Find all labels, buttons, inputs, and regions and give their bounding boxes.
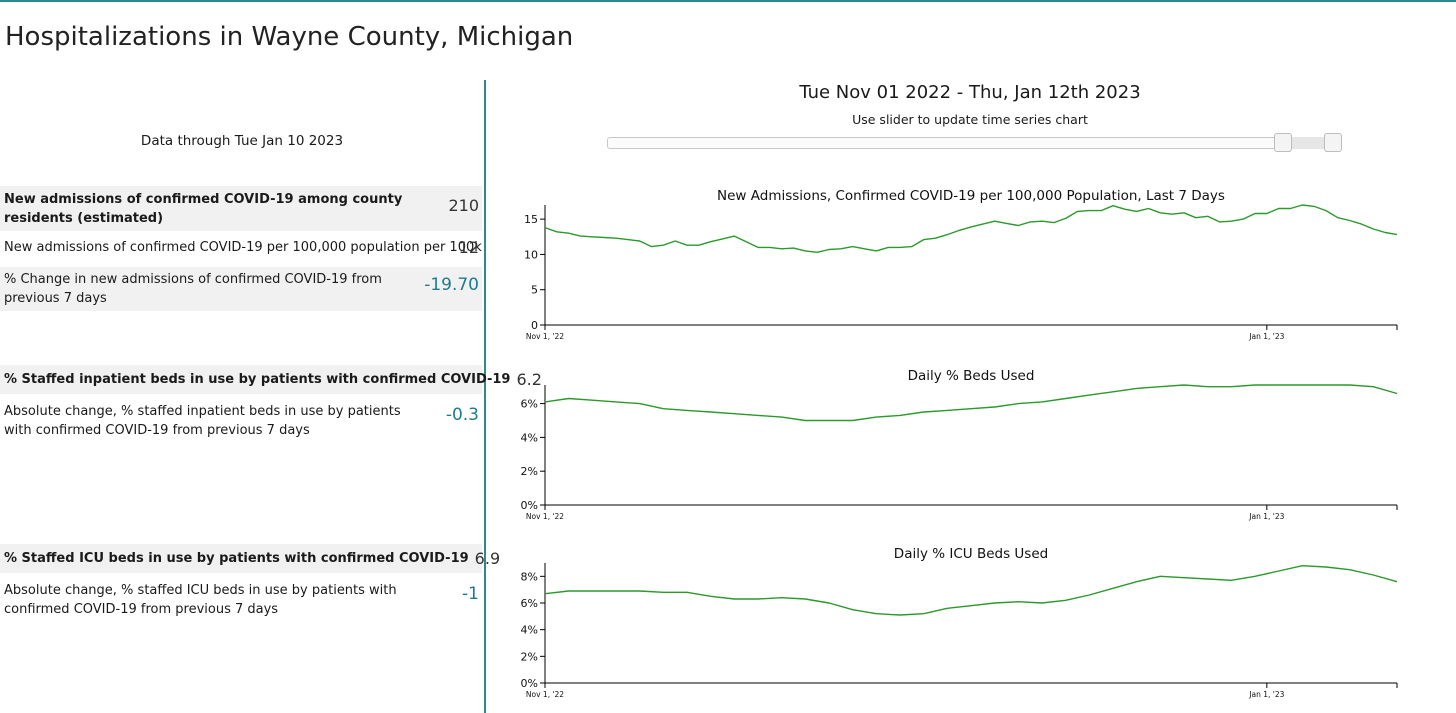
- slider-handle-start[interactable]: [1273, 133, 1292, 152]
- icu-change-value: -1: [462, 584, 479, 604]
- slider-hint: Use slider to update time series chart: [852, 112, 1088, 127]
- admissions-x-tick-label: Nov 1, '22: [526, 332, 564, 341]
- admissions-label: New admissions of confirmed COVID-19 amo…: [4, 192, 403, 226]
- top-accent-line: [0, 0, 1456, 2]
- inpatient-change-label: Absolute change, % staffed inpatient bed…: [4, 404, 401, 438]
- panel-divider: [484, 80, 486, 713]
- beds-y-tick-label: 0%: [521, 499, 538, 512]
- date-range-label: Tue Nov 01 2022 - Thu, Jan 12th 2023: [799, 82, 1141, 103]
- slider-handle-end[interactable]: [1324, 133, 1342, 152]
- beds-series-line: [544, 384, 1398, 422]
- icu-beds-y-tick-label: 0%: [521, 677, 538, 690]
- per100k-row: New admissions of confirmed COVID-19 per…: [0, 236, 482, 262]
- icu-beds-y-tick-label: 2%: [521, 650, 538, 663]
- pct-change-value: -19.70: [424, 275, 479, 295]
- icu-beds-y-tick-label: 8%: [521, 570, 538, 583]
- summary-panel: Data through Tue Jan 10 2023 New admissi…: [0, 0, 542, 713]
- slider-selected-range[interactable]: [1291, 137, 1324, 149]
- beds-x-tick-label: Jan 1, '23: [1248, 512, 1284, 521]
- icu-change-row: Absolute change, % staffed ICU beds in u…: [0, 579, 482, 623]
- icu-beds-chart: Daily % ICU Beds Used 0% 2% 4% 6% 8% Nov 1, '2…: [521, 546, 1398, 699]
- inpatient-change-row: Absolute change, % staffed inpatient bed…: [0, 400, 482, 444]
- inpatient-value: 6.2: [516, 370, 542, 389]
- admissions-chart-title: New Admissions, Confirmed COVID-19 per 1…: [717, 188, 1225, 204]
- beds-chart-title: Daily % Beds Used: [908, 368, 1035, 384]
- admissions-y-tick-label: 10: [524, 248, 538, 261]
- beds-chart: Daily % Beds Used 0% 2% 4% 6% Nov 1, '22 Jan 1…: [521, 368, 1398, 521]
- beds-y-tick-label: 2%: [521, 465, 538, 478]
- per100k-label: New admissions of confirmed COVID-19 per…: [4, 240, 482, 255]
- admissions-y-tick-label: 0: [531, 319, 538, 332]
- beds-y-tick-label: 6%: [521, 398, 538, 411]
- admissions-row: New admissions of confirmed COVID-19 amo…: [0, 186, 482, 231]
- inpatient-row: % Staffed inpatient beds in use by patie…: [0, 365, 542, 394]
- beds-y-tick-label: 4%: [521, 431, 538, 444]
- icu-beds-chart-title: Daily % ICU Beds Used: [894, 546, 1048, 562]
- pct-change-row: % Change in new admissions of confirmed …: [0, 267, 482, 311]
- admissions-y-tick-label: 15: [524, 213, 538, 226]
- admissions-value: 210: [448, 196, 479, 215]
- time-range-slider[interactable]: [607, 137, 1342, 149]
- icu-beds-x-tick-label: Jan 1, '23: [1248, 690, 1284, 699]
- pct-change-label: % Change in new admissions of confirmed …: [4, 272, 382, 306]
- chart-panel: Tue Nov 01 2022 - Thu, Jan 12th 2023 Use…: [490, 0, 1456, 713]
- admissions-y-tick-label: 5: [531, 284, 538, 297]
- data-through-date: Data through Tue Jan 10 2023: [140, 133, 344, 149]
- inpatient-change-value: -0.3: [445, 405, 479, 425]
- icu-row: % Staffed ICU beds in use by patients wi…: [0, 544, 500, 573]
- icu-label: % Staffed ICU beds in use by patients wi…: [4, 551, 469, 566]
- per100k-value: 12: [458, 238, 479, 257]
- beds-x-tick-label: Nov 1, '22: [526, 512, 564, 521]
- icu-beds-series-line: [544, 565, 1398, 616]
- page-title: Hospitalizations in Wayne County, Michig…: [5, 22, 574, 52]
- admissions-x-tick-label: Jan 1, '23: [1248, 332, 1284, 341]
- icu-beds-y-tick-label: 6%: [521, 597, 538, 610]
- icu-beds-x-tick-label: Nov 1, '22: [526, 690, 564, 699]
- icu-value: 6.9: [474, 549, 501, 568]
- admissions-series-line: [544, 204, 1398, 254]
- icu-beds-y-tick-label: 4%: [521, 624, 538, 637]
- inpatient-label: % Staffed inpatient beds in use by patie…: [4, 372, 511, 387]
- admissions-chart: New Admissions, Confirmed COVID-19 per 1…: [524, 188, 1398, 341]
- icu-change-label: Absolute change, % staffed ICU beds in u…: [4, 583, 397, 617]
